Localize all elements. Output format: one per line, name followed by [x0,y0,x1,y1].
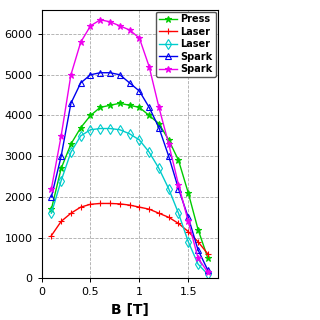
Spark [177,187,180,191]
Spark [59,134,63,138]
Press [186,191,190,195]
Laser [108,202,112,205]
Laser [157,166,161,170]
Press [79,126,83,130]
Press [98,105,102,109]
Laser [89,128,92,132]
Press [147,114,151,117]
Laser [128,132,132,136]
Spark [59,154,63,158]
Line: Press: Press [48,100,211,261]
Spark [147,105,151,109]
Spark [206,270,210,274]
Spark [138,36,141,40]
Press [157,122,161,125]
Laser [167,215,171,219]
Laser [98,127,102,131]
Laser [206,272,210,276]
Press [89,114,92,117]
Spark [206,268,210,272]
Spark [157,105,161,109]
Spark [167,142,171,146]
Spark [157,126,161,130]
Laser [206,252,210,256]
Spark [118,24,122,28]
Press [138,105,141,109]
Spark [186,215,190,219]
Laser [98,202,102,205]
Laser [89,202,92,206]
Press [206,256,210,260]
Spark [79,81,83,85]
Spark [98,71,102,75]
Spark [98,18,102,22]
Press [177,158,180,162]
Spark [118,73,122,77]
Laser [186,230,190,234]
Laser [177,221,180,225]
Press [128,103,132,107]
Laser [59,220,63,223]
Press [118,101,122,105]
Line: Laser: Laser [48,125,211,278]
Spark [108,20,112,24]
Laser [138,205,141,209]
Laser [59,179,63,183]
Laser [69,211,73,215]
Spark [89,73,92,77]
Legend: Press, Laser, Laser, Spark, Spark: Press, Laser, Laser, Spark, Spark [156,12,216,77]
Spark [196,248,200,252]
Press [50,207,53,211]
Spark [196,256,200,260]
Spark [147,65,151,68]
Spark [128,81,132,85]
Spark [138,89,141,93]
Laser [167,187,171,191]
Line: Spark: Spark [48,69,211,274]
Press [108,103,112,107]
Laser [186,240,190,244]
Spark [89,24,92,28]
Press [69,142,73,146]
Spark [177,183,180,187]
Laser [177,211,180,215]
Spark [128,28,132,32]
Laser [50,234,53,237]
Spark [69,73,73,77]
Spark [50,195,53,199]
Laser [147,150,151,154]
Laser [108,127,112,131]
Laser [196,240,200,244]
Laser [196,262,200,266]
Laser [157,211,161,215]
Spark [79,40,83,44]
Press [59,166,63,170]
Laser [79,134,83,138]
Spark [50,187,53,191]
Laser [50,211,53,215]
Laser [118,128,122,132]
Spark [167,154,171,158]
Line: Spark: Spark [48,16,211,276]
Laser [138,138,141,142]
Spark [186,220,190,223]
Spark [69,101,73,105]
Line: Laser: Laser [48,200,211,257]
Press [167,138,171,142]
Laser [128,203,132,207]
Laser [147,207,151,211]
X-axis label: B [T]: B [T] [111,303,148,317]
Laser [79,205,83,209]
Spark [108,71,112,75]
Press [196,228,200,231]
Laser [69,150,73,154]
Laser [118,202,122,206]
